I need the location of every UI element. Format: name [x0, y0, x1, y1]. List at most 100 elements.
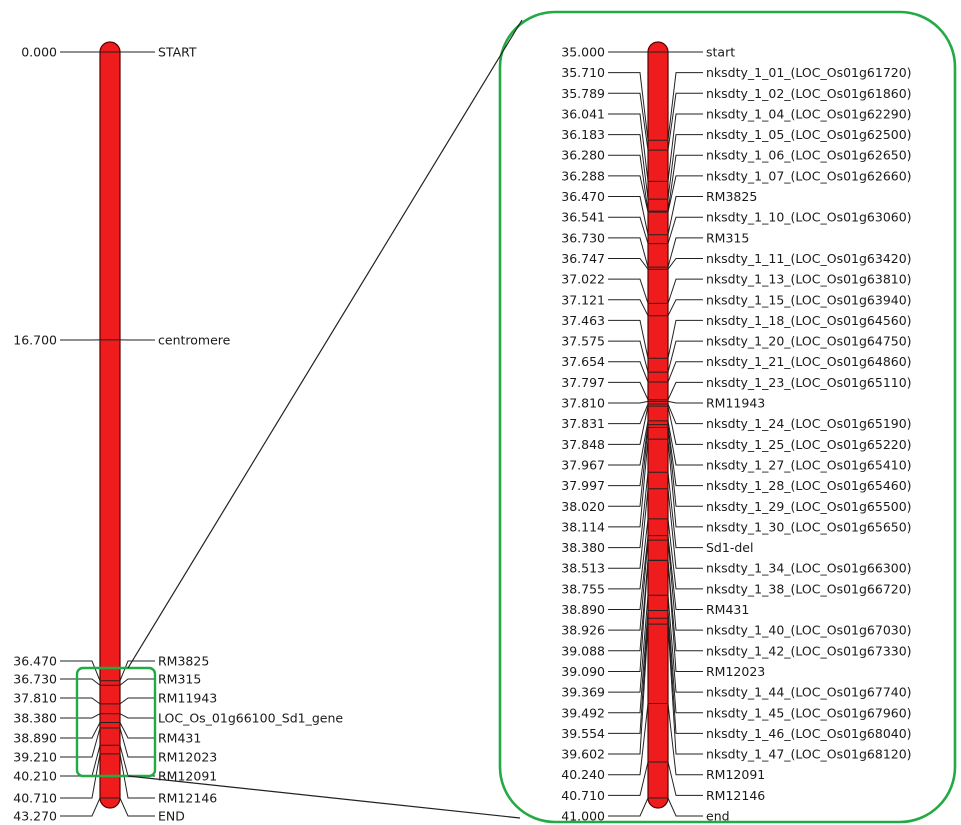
left-marker-position: 0.000: [21, 45, 57, 60]
right-position-connector: [608, 400, 649, 404]
right-marker-position: 35.000: [561, 45, 605, 60]
left-position-connector: [60, 797, 101, 817]
right-marker-position: 37.575: [561, 334, 605, 349]
right-label-connector: [667, 624, 703, 755]
right-label-connector: [667, 540, 703, 631]
right-position-connector: [608, 403, 649, 425]
right-marker-position: 39.369: [561, 685, 605, 700]
right-marker-position: 39.554: [561, 726, 605, 741]
right-marker-label: start: [706, 45, 735, 60]
right-marker-label: nksdty_1_05_(LOC_Os01g62500): [706, 127, 912, 142]
right-label-connector: [667, 518, 703, 590]
left-label-connector: [119, 722, 155, 739]
left-chromosome-bar: [99, 41, 121, 809]
right-marker-label: RM11943: [706, 396, 765, 411]
right-label-connector: [667, 797, 703, 817]
right-marker-position: 36.541: [561, 210, 605, 225]
right-marker-position: 40.240: [561, 767, 605, 782]
right-marker-label: nksdty_1_42_(LOC_Os01g67330): [706, 643, 912, 658]
right-label-connector: [667, 610, 703, 714]
right-marker-position: 37.831: [561, 416, 605, 431]
left-marker-position: 40.710: [13, 791, 57, 806]
right-marker-label: nksdty_1_44_(LOC_Os01g67740): [706, 685, 912, 700]
right-label-connector: [667, 595, 703, 693]
right-position-connector: [608, 405, 649, 445]
left-marker-position: 16.700: [13, 333, 57, 348]
right-marker-label: nksdty_1_30_(LOC_Os01g65650): [706, 519, 912, 534]
left-marker-label: centromere: [158, 333, 231, 348]
right-marker-label: nksdty_1_25_(LOC_Os01g65220): [706, 437, 912, 452]
right-marker-label: nksdty_1_11_(LOC_Os01g63420): [706, 251, 912, 266]
left-label-connector: [119, 678, 155, 686]
right-label-connector: [667, 175, 703, 213]
right-label-connector: [667, 618, 703, 734]
right-position-connector: [608, 154, 649, 212]
right-marker-position: 37.848: [561, 437, 605, 452]
right-marker-label: nksdty_1_21_(LOC_Os01g64860): [706, 354, 912, 369]
left-marker-label: RM12023: [158, 750, 217, 765]
left-marker-position: 40.210: [13, 769, 57, 784]
right-label-connector: [667, 72, 703, 141]
right-marker-label: nksdty_1_06_(LOC_Os01g62650): [706, 148, 912, 163]
right-position-connector: [608, 257, 649, 270]
right-marker-position: 38.755: [561, 581, 605, 596]
right-marker-label: nksdty_1_20_(LOC_Os01g64750): [706, 334, 912, 349]
right-label-connector: [667, 403, 703, 425]
right-marker-position: 36.747: [561, 251, 605, 266]
right-label-connector: [667, 703, 703, 776]
right-position-connector: [608, 488, 649, 569]
left-marker-label: START: [158, 45, 197, 60]
right-label-connector: [667, 319, 703, 359]
left-chromosome-map: 0.000 START 16.700 centromere 36.470 RM3825 36…: [13, 41, 343, 824]
left-position-connector: [60, 678, 101, 686]
right-label-connector: [667, 361, 703, 383]
zoom-region: [75, 10, 957, 824]
right-position-connector: [608, 381, 649, 400]
right-marker-label: nksdty_1_27_(LOC_Os01g65410): [706, 457, 912, 472]
right-position-connector: [608, 427, 649, 507]
right-marker-label: nksdty_1_38_(LOC_Os01g66720): [706, 581, 912, 596]
right-position-connector: [608, 361, 649, 383]
right-marker-position: 39.602: [561, 747, 605, 762]
right-marker-position: 36.288: [561, 168, 605, 183]
right-marker-label: RM3825: [706, 189, 757, 204]
left-label-connector: [119, 745, 155, 777]
right-marker-position: 37.797: [561, 375, 605, 390]
right-marker-label: end: [706, 809, 730, 824]
left-marker-position: 37.810: [13, 691, 57, 706]
right-position-connector: [608, 299, 649, 316]
right-marker-position: 39.090: [561, 664, 605, 679]
right-position-connector: [608, 278, 649, 304]
right-position-connector: [608, 472, 649, 549]
right-marker-label: nksdty_1_15_(LOC_Os01g63940): [706, 292, 912, 307]
left-marker-label: LOC_Os_01g66100_Sd1_gene: [158, 711, 343, 726]
right-marker-position: 37.022: [561, 272, 605, 287]
right-position-connector: [608, 610, 649, 714]
right-marker-label: RM12146: [706, 788, 765, 803]
right-marker-position: 40.710: [561, 788, 605, 803]
right-position-connector: [608, 175, 649, 213]
right-marker-label: nksdty_1_34_(LOC_Os01g66300): [706, 561, 912, 576]
right-position-connector: [608, 439, 649, 528]
right-marker-label: nksdty_1_40_(LOC_Os01g67030): [706, 623, 912, 638]
right-marker-position: 37.997: [561, 478, 605, 493]
left-marker-label: RM12091: [158, 769, 217, 784]
zoom-selection-box: [75, 666, 157, 778]
right-label-connector: [667, 113, 703, 182]
left-marker-label: RM431: [158, 731, 201, 746]
left-marker-position: 36.470: [13, 654, 57, 669]
right-marker-label: Sd1-del: [706, 540, 753, 555]
right-marker-position: 38.114: [561, 519, 605, 534]
right-marker-label: nksdty_1_23_(LOC_Os01g65110): [706, 375, 912, 390]
right-marker-label: nksdty_1_04_(LOC_Os01g62290): [706, 106, 912, 121]
right-position-connector: [608, 703, 649, 776]
left-marker-label: RM3825: [158, 654, 209, 669]
right-label-connector: [667, 439, 703, 528]
right-label-connector: [667, 299, 703, 316]
left-position-connector: [60, 722, 101, 739]
right-position-connector: [608, 420, 649, 466]
right-marker-label: nksdty_1_28_(LOC_Os01g65460): [706, 478, 912, 493]
right-marker-label: nksdty_1_45_(LOC_Os01g67960): [706, 705, 912, 720]
right-position-connector: [608, 319, 649, 359]
